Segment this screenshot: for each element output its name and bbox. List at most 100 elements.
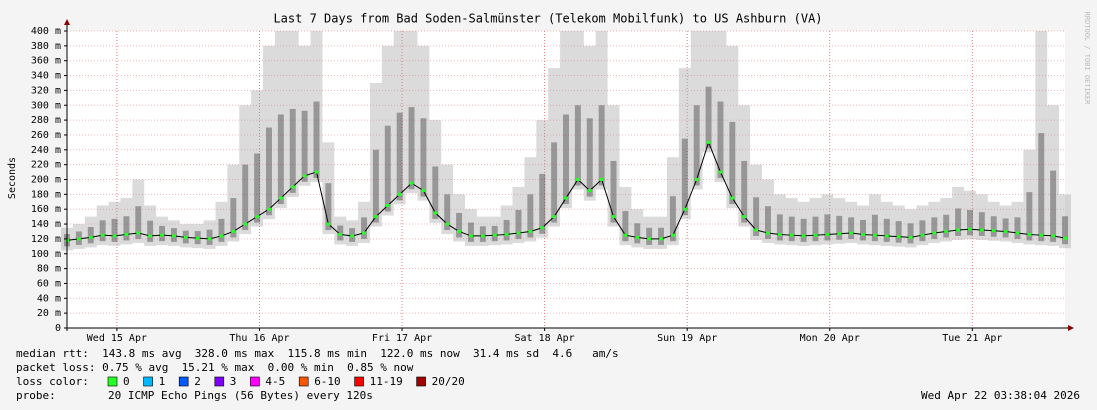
- smoke-core: [765, 206, 771, 239]
- x-tick-label: Sat 18 Apr: [515, 333, 575, 344]
- median-point: [789, 233, 794, 237]
- smoke: [773, 194, 786, 245]
- smoke-core: [147, 220, 154, 242]
- smoke: [1035, 31, 1048, 246]
- median-point: [599, 178, 604, 181]
- smoke-core: [848, 217, 855, 239]
- smoke: [785, 198, 798, 246]
- smoke: [797, 201, 810, 246]
- median-point: [1015, 231, 1020, 235]
- median-point: [1003, 229, 1008, 233]
- smoke: [524, 157, 537, 242]
- smoke-core: [919, 220, 926, 242]
- median-point: [682, 207, 687, 211]
- smoke: [156, 216, 168, 246]
- smoke: [393, 31, 406, 205]
- median-point: [314, 170, 319, 174]
- smoke-core: [895, 221, 902, 243]
- median-point: [801, 234, 806, 238]
- smoke: [476, 216, 489, 246]
- smoke-core: [551, 142, 558, 223]
- smoke: [358, 201, 370, 243]
- smoke-core: [1002, 218, 1009, 238]
- loss-swatch: [143, 376, 153, 387]
- median-point: [979, 228, 984, 232]
- y-tick-label: 360 m: [31, 56, 61, 67]
- median-point: [243, 222, 248, 226]
- smoke: [738, 105, 751, 227]
- smoke: [239, 105, 252, 235]
- smoke: [714, 31, 727, 183]
- y-tick-label: 20 m: [37, 308, 61, 319]
- smoke-core: [254, 153, 261, 223]
- y-tick-label: 80 m: [37, 264, 61, 275]
- median-point: [338, 232, 343, 236]
- y-tick-label: 0: [55, 323, 61, 334]
- smoke: [132, 179, 145, 243]
- smoke-core: [99, 220, 106, 242]
- y-tick-label: 240 m: [31, 145, 61, 156]
- median-point: [991, 229, 996, 233]
- median-point: [564, 196, 568, 200]
- x-tick-label: Fri 17 Apr: [372, 333, 432, 344]
- loss-legend-label: 6-10: [314, 375, 341, 388]
- smoke: [512, 186, 525, 243]
- median-point: [742, 215, 747, 219]
- smoke-core: [539, 173, 546, 234]
- x-tick-label: Sun 19 Apr: [657, 333, 717, 344]
- median-point: [754, 228, 759, 232]
- smoke: [144, 205, 157, 246]
- smoke: [643, 216, 656, 249]
- smoke: [1023, 149, 1036, 245]
- smoke: [548, 68, 561, 227]
- median-point: [195, 236, 200, 240]
- median-point: [516, 231, 521, 235]
- smoke: [274, 31, 287, 209]
- smoke: [465, 209, 477, 246]
- probe-label: probe:: [16, 389, 56, 402]
- smoke: [1059, 194, 1071, 249]
- smoke: [726, 45, 739, 209]
- median-point: [540, 226, 545, 230]
- smoke-core: [586, 118, 593, 197]
- smoke-core: [907, 223, 914, 244]
- smoke-core: [230, 198, 237, 238]
- smoke: [619, 186, 632, 246]
- median-point: [231, 229, 236, 233]
- median-point: [706, 140, 711, 144]
- median-point: [504, 232, 509, 236]
- median-point: [171, 234, 176, 238]
- loss-legend-label: loss color:: [16, 375, 89, 388]
- smoke-core: [408, 107, 415, 190]
- median-point: [421, 189, 426, 193]
- y-tick-label: 260 m: [31, 130, 61, 141]
- smoke: [702, 31, 715, 153]
- smoke-core: [111, 218, 118, 242]
- median-point: [255, 215, 260, 219]
- smoke: [690, 31, 703, 190]
- smoke: [429, 120, 442, 223]
- y-arrow: [64, 19, 70, 25]
- smoke-core: [420, 118, 427, 197]
- y-tick-label: 380 m: [31, 41, 61, 52]
- loss-legend-label: 2: [194, 375, 201, 388]
- median-point: [528, 229, 533, 233]
- smoke-core: [753, 197, 760, 236]
- median-point: [635, 235, 640, 239]
- smoke: [179, 224, 192, 248]
- smoke-core: [325, 183, 332, 231]
- median-point: [718, 170, 723, 174]
- median-point: [956, 228, 961, 232]
- smoke: [417, 45, 430, 201]
- smoke-core: [860, 219, 866, 241]
- loss-legend-label: 0: [123, 375, 130, 388]
- median-point: [611, 215, 616, 219]
- smoke-core: [277, 114, 284, 205]
- median-point: [278, 196, 283, 200]
- smoke-core: [503, 219, 510, 241]
- smoke: [120, 198, 133, 245]
- smoke: [346, 220, 359, 246]
- smoke-core: [646, 227, 653, 245]
- smoke-core: [598, 105, 605, 186]
- smoke-core: [681, 138, 688, 216]
